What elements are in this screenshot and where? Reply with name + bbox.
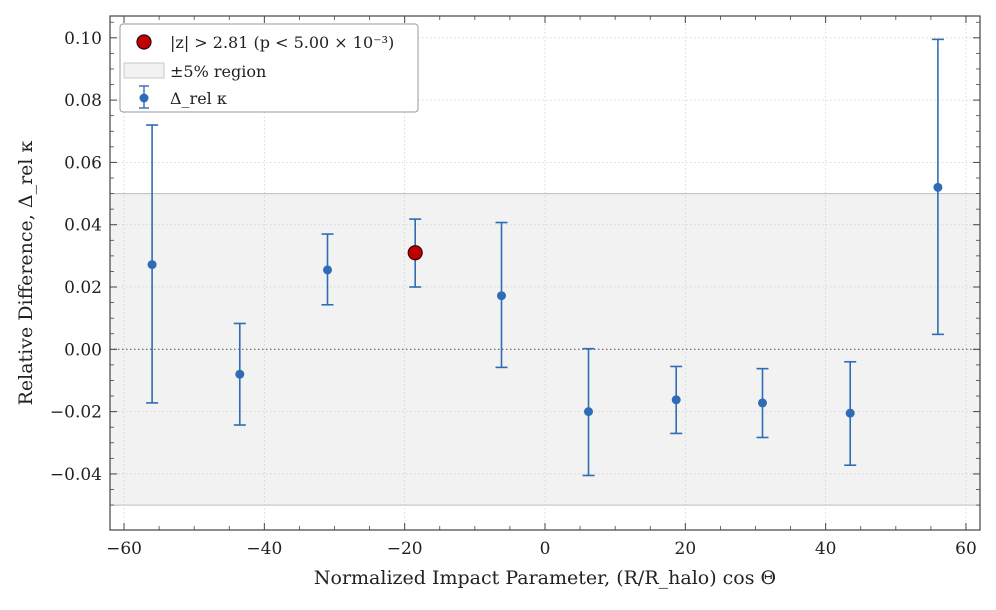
- axes: −60 −40 −20 0 20 40 60 −0.04 −0.02 0.00 0.02 0.04 0.…: [15, 15, 981, 589]
- data-point-group: [844, 360, 857, 467]
- legend-label: Δ_rel κ: [170, 89, 227, 108]
- y-tick-label: 0.00: [64, 340, 102, 360]
- x-tick-label: −60: [106, 539, 142, 559]
- y-axis-label: Relative Difference, Δ_rel κ: [15, 140, 37, 405]
- data-point-group: [756, 367, 769, 439]
- plot-area: [110, 16, 980, 530]
- data-point: [497, 291, 506, 301]
- y-tick-label: −0.04: [50, 465, 102, 485]
- x-tick-label: 20: [675, 539, 697, 559]
- data-point-group: [670, 365, 683, 435]
- x-tick-label: 40: [815, 539, 837, 559]
- legend-label: ±5% region: [170, 62, 266, 81]
- x-tick-label: −40: [246, 539, 282, 559]
- y-tick-label: 0.10: [64, 29, 102, 49]
- data-point: [147, 260, 157, 270]
- x-axis-label: Normalized Impact Parameter, (R/R_halo) …: [314, 567, 776, 589]
- data-point: [758, 398, 767, 408]
- x-tick-label: −20: [387, 539, 423, 559]
- data-point-group: [321, 233, 334, 306]
- y-tick-label: 0.02: [64, 278, 102, 298]
- legend-highlight-marker: [136, 34, 152, 50]
- y-tick-label: −0.02: [50, 403, 102, 423]
- y-tick-label: 0.06: [64, 153, 102, 173]
- data-point: [235, 369, 245, 379]
- data-point-group: [146, 124, 159, 404]
- x-tick-label: 60: [955, 539, 977, 559]
- data-point-group: [931, 38, 944, 336]
- data-point: [845, 408, 855, 418]
- y-tick-label: 0.04: [64, 216, 102, 236]
- data-point-group: [582, 347, 595, 477]
- legend-label: |z| > 2.81 (p < 5.00 × 10⁻³): [170, 33, 394, 52]
- data-point: [584, 407, 593, 417]
- legend-errorbar-marker: [139, 93, 149, 103]
- legend-band-patch: [123, 62, 165, 79]
- data-point-group: [233, 322, 246, 426]
- y-tick-label: 0.08: [64, 91, 102, 111]
- legend-box: [119, 23, 419, 113]
- highlight-point: [407, 245, 423, 261]
- data-point: [671, 395, 681, 405]
- legend: |z| > 2.81 (p < 5.00 × 10⁻³) ±5% region Δ_…: [119, 23, 419, 113]
- data-point: [933, 182, 943, 192]
- x-tick-label: 0: [540, 539, 551, 559]
- data-point: [323, 265, 332, 275]
- data-point-group: [495, 221, 508, 369]
